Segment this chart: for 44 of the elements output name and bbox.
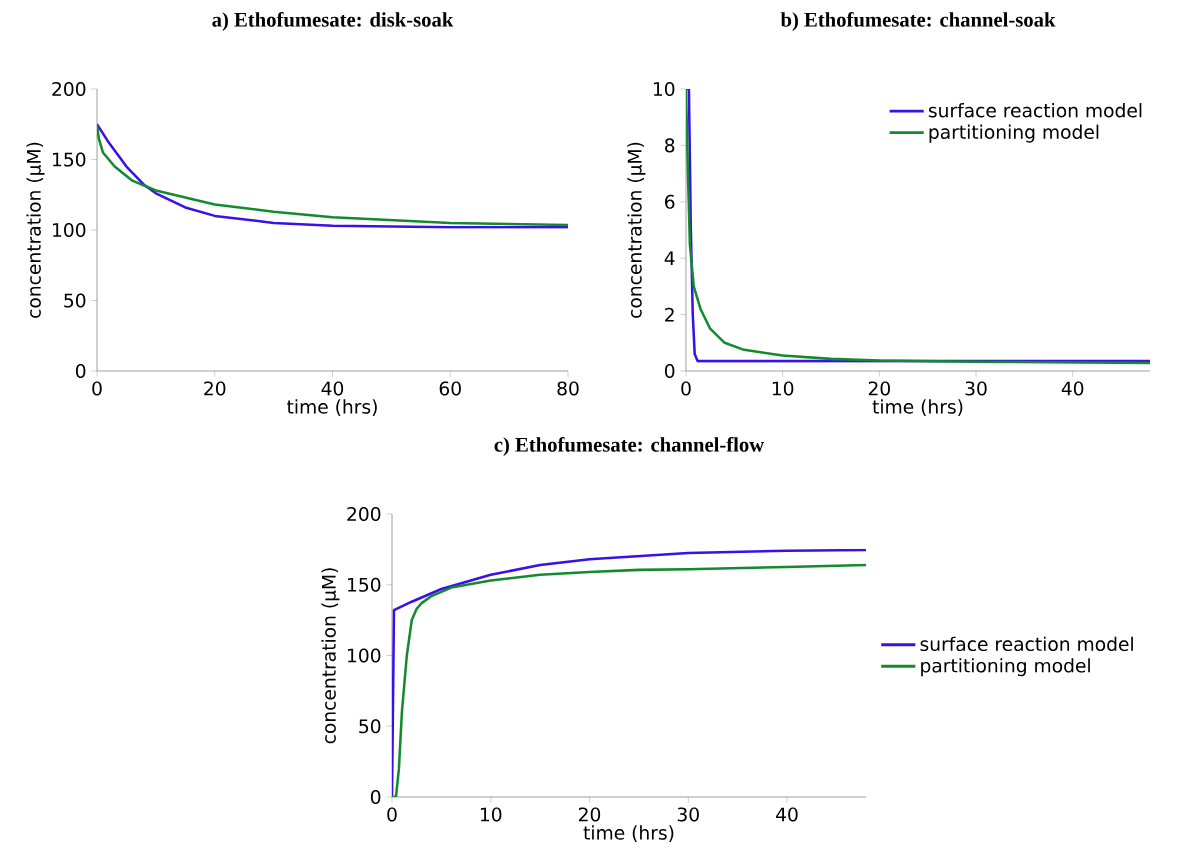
y-tick-label: 50 bbox=[64, 293, 86, 308]
y-tick-label: 8 bbox=[665, 138, 675, 153]
y-tick-label: 50 bbox=[359, 719, 381, 734]
legend-label: surface reaction model bbox=[920, 636, 1133, 652]
x-tick-label: 0 bbox=[92, 381, 102, 396]
y-tick-label: 150 bbox=[53, 152, 86, 167]
x-tick-label: 0 bbox=[387, 807, 397, 822]
y-tick-label: 100 bbox=[53, 222, 86, 238]
y-tick-label: 2 bbox=[665, 307, 674, 322]
chart-title: b) Ethofumesate: channel-soak bbox=[780, 11, 1056, 31]
x-tick-label: 40 bbox=[776, 807, 798, 822]
x-tick-label: 40 bbox=[321, 381, 344, 396]
x-tick-label: 20 bbox=[868, 381, 890, 396]
x-tick-label: 30 bbox=[965, 381, 987, 396]
y-tick-label: 4 bbox=[664, 251, 675, 265]
legend-label: partitioning model bbox=[929, 124, 1099, 143]
x-axis-title: time (hrs) bbox=[287, 399, 377, 416]
chart-title: c) Ethofumesate: channel-flow bbox=[494, 436, 765, 456]
y-tick-label: 150 bbox=[348, 577, 381, 592]
y-axis-title: concentration (µM) bbox=[26, 142, 45, 318]
y-axis-title: concentration (µM) bbox=[321, 568, 340, 744]
x-tick-label: 40 bbox=[1061, 381, 1084, 396]
y-tick-label: 200 bbox=[347, 506, 381, 522]
x-tick-label: 80 bbox=[557, 381, 579, 396]
x-axis-title: time (hrs) bbox=[872, 399, 963, 416]
y-tick-label: 200 bbox=[52, 81, 86, 97]
x-axis-title: time (hrs) bbox=[583, 825, 674, 842]
x-tick-label: 10 bbox=[480, 807, 502, 822]
y-tick-label: 6 bbox=[665, 194, 675, 209]
legend-label: partitioning model bbox=[921, 658, 1090, 677]
legend-label: surface reaction model bbox=[928, 103, 1142, 118]
y-tick-label: 10 bbox=[653, 81, 675, 97]
x-tick-label: 20 bbox=[204, 381, 226, 396]
y-axis-title: concentration (µM) bbox=[627, 142, 646, 318]
x-tick-label: 60 bbox=[439, 381, 461, 396]
x-tick-label: 30 bbox=[677, 807, 699, 822]
x-tick-label: 0 bbox=[681, 381, 691, 396]
x-tick-label: 10 bbox=[772, 381, 794, 396]
y-tick-label: 0 bbox=[370, 789, 381, 805]
y-tick-label: 0 bbox=[664, 363, 675, 379]
chart-title: a) Ethofumesate: disk-soak bbox=[212, 11, 454, 31]
x-tick-label: 20 bbox=[578, 807, 601, 822]
y-tick-label: 100 bbox=[348, 648, 381, 663]
y-tick-label: 0 bbox=[75, 363, 86, 379]
